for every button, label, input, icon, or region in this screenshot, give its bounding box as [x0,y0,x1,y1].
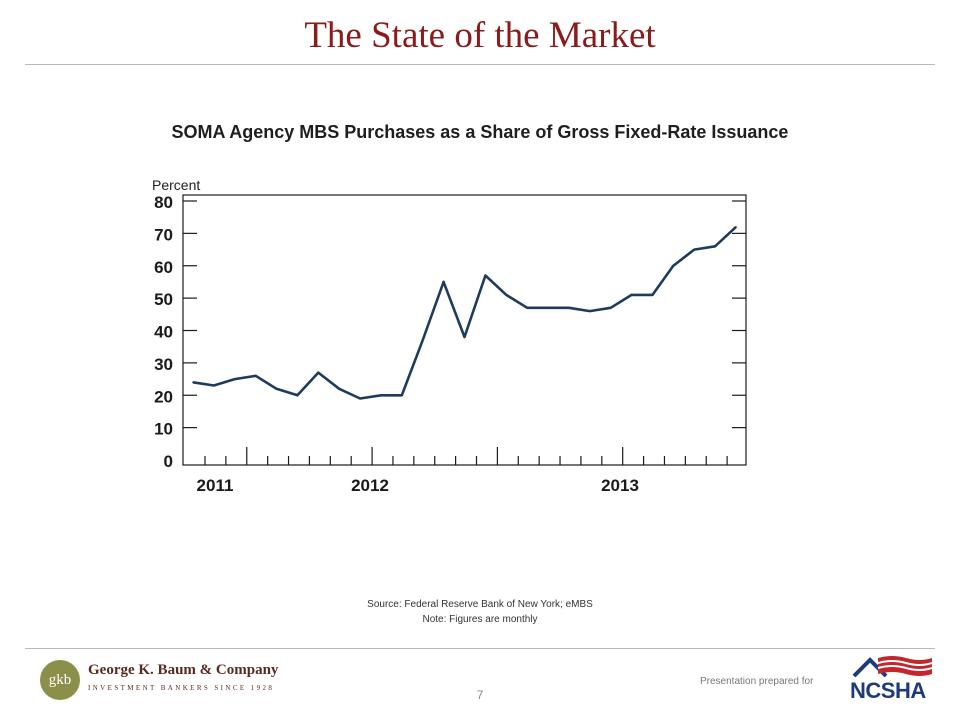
client-logo-text: NCSHA [850,678,926,703]
x-tick-label: 2013 [601,476,639,495]
y-tick-label: 80 [154,193,173,212]
y-axis-label: Percent [152,177,200,193]
y-tick-label: 0 [164,452,173,471]
data-point [651,294,654,296]
data-point [296,394,299,397]
footer-divider [25,648,935,649]
data-point [234,378,236,380]
data-point [630,294,633,296]
frequency-note: Note: Figures are monthly [422,614,538,625]
plot-frame [182,194,747,466]
data-point [359,397,361,400]
data-point [547,307,549,309]
company-logo-mark: gkb [40,660,80,700]
y-tick-label: 50 [154,290,173,309]
house-flag-icon [852,656,933,678]
data-point [192,381,194,384]
y-tick-label: 40 [154,323,173,342]
data-point [442,281,445,283]
data-point [380,394,382,397]
data-point [213,384,215,387]
data-point [421,339,424,342]
y-tick-label: 70 [154,225,173,244]
data-point [505,294,508,296]
data-point [693,248,695,251]
data-point [589,310,591,312]
x-tick-label: 2011 [197,476,234,495]
data-point [609,307,612,309]
y-tick-label: 20 [154,387,173,406]
x-tick-label: 2012 [351,476,389,495]
y-tick-label: 10 [154,420,173,439]
data-point [484,274,487,277]
y-tick-label: 30 [154,355,173,374]
company-tagline: INVESTMENT BANKERS SINCE 1928 [88,684,275,692]
y-tick-label: 60 [154,258,173,277]
title-divider [25,64,935,65]
company-logo: gkb George K. Baum & Company INVESTMENT … [40,658,280,704]
source-note: Source: Federal Reserve Bank of New York… [367,599,593,610]
data-point [463,336,466,338]
company-name: George K. Baum & Company [88,662,279,678]
page-number: 7 [476,688,484,702]
data-point [526,307,528,309]
series-line [192,225,737,400]
data-point [338,388,341,390]
data-point [714,245,716,248]
data-point [401,394,403,397]
y-axis: 0 10 20 30 40 50 60 70 80 [154,193,746,471]
data-point [735,226,737,228]
data-point [254,375,257,377]
data-point [275,388,278,390]
data-series [192,225,737,400]
prepared-for-text: Presentation prepared for [700,676,814,687]
slide-title: The State of the Market [304,15,656,56]
x-axis: 2011 2012 2013 [197,447,728,495]
chart-title: SOMA Agency MBS Purchases as a Share of … [171,122,789,142]
data-point [568,307,570,309]
data-point [672,265,675,267]
client-logo: NCSHA [848,654,933,704]
data-point [317,371,320,374]
